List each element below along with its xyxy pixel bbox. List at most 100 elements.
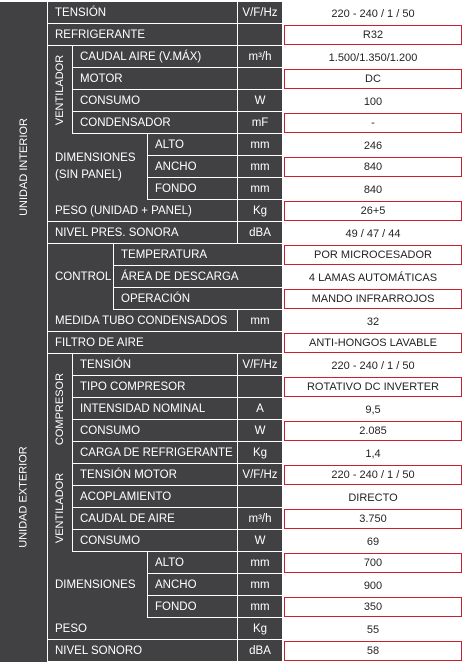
row-value: 100 xyxy=(284,91,462,111)
row-value-text: 220 - 240 / 1 / 50 xyxy=(331,7,415,20)
row-label: CONDENSADOR xyxy=(73,112,237,133)
row-value: 220 - 240 / 1 / 50 xyxy=(284,3,462,23)
row-label-text: INTENSIDAD NOMINAL xyxy=(80,402,206,415)
row-label: CAUDAL AIRE (V.MÁX) xyxy=(73,46,237,67)
row-unit-text: Kg xyxy=(252,622,268,635)
group-interior: UNIDAD INTERIOR xyxy=(0,2,47,332)
row-value: DC xyxy=(284,69,462,89)
row-label-text: ANCHO xyxy=(155,578,197,591)
row-label: INTENSIDAD NOMINAL xyxy=(73,398,237,419)
row-value: 2.085 xyxy=(284,421,462,441)
group-dimensiones-interior: DIMENSIONES (SIN PANEL) xyxy=(48,134,147,200)
row-value-text: 700 xyxy=(363,557,383,569)
row-label-text: REFRIGERANTE xyxy=(55,28,146,41)
row-unit-text: mF xyxy=(251,116,269,129)
row-value-text: 9,5 xyxy=(365,403,381,416)
row-unit: m³/h xyxy=(238,46,282,67)
row-value-text: 49 / 47 / 44 xyxy=(345,227,401,240)
row-value: 350 xyxy=(284,597,462,617)
row-value: 58 xyxy=(284,641,462,661)
row-label-text: PESO (UNIDAD + PANEL) xyxy=(55,204,192,217)
row-value: ROTATIVO DC INVERTER xyxy=(284,377,462,397)
row-value-text: DIRECTO xyxy=(348,491,398,504)
row-value-text: 220 - 240 / 1 / 50 xyxy=(331,359,415,372)
row-value-text: DC xyxy=(365,73,381,85)
row-unit: mm xyxy=(238,156,282,177)
row-value: 55 xyxy=(284,619,462,639)
row-label-text: MEDIDA TUBO CONDENSADOS xyxy=(55,314,228,327)
row-unit xyxy=(238,486,282,507)
row-value: DIRECTO xyxy=(284,487,462,507)
row-label: CONSUMO xyxy=(73,90,237,111)
row-value: 840 xyxy=(284,179,462,199)
row-value: MANDO INFRARROJOS xyxy=(284,289,462,309)
row-value-text: POR MICROCESADOR xyxy=(314,249,432,261)
row-value-text: 69 xyxy=(366,535,380,548)
row-value-text: ROTATIVO DC INVERTER xyxy=(306,381,439,393)
row-label-text: PESO xyxy=(55,622,87,635)
row-unit xyxy=(238,376,282,397)
row-label: TIPO COMPRESOR xyxy=(73,376,237,397)
row-label-text: TEMPERATURA xyxy=(121,248,208,261)
row-value: 220 - 240 / 1 / 50 xyxy=(284,355,462,375)
row-value: 1.500/1.350/1.200 xyxy=(284,47,462,67)
row-label-text: TENSIÓN MOTOR xyxy=(80,468,177,481)
row-label: TEMPERATURA xyxy=(114,244,282,265)
row-unit-text: V/F/Hz xyxy=(242,6,278,19)
group-compresor: COMPRESOR xyxy=(48,354,72,464)
row-value: 840 xyxy=(284,157,462,177)
row-label-text: CAUDAL AIRE (V.MÁX) xyxy=(80,50,202,63)
row-value: 32 xyxy=(284,311,462,331)
row-value-text: 32 xyxy=(366,315,380,328)
row-value-text: 3.750 xyxy=(359,513,387,525)
row-label-text: MOTOR xyxy=(80,72,123,85)
row-unit: dBA xyxy=(238,222,282,243)
row-value-text: 100 xyxy=(363,95,383,108)
group-ventilador-interior: VENTILADOR xyxy=(48,46,72,134)
row-value-text: 1,4 xyxy=(365,447,381,460)
row-value: 69 xyxy=(284,531,462,551)
row-unit: V/F/Hz xyxy=(238,354,282,375)
row-value-text: 2.085 xyxy=(359,425,387,437)
row-value-text: R32 xyxy=(362,29,384,41)
row-unit: mm xyxy=(238,596,282,617)
row-label: TENSIÓN xyxy=(73,354,237,375)
row-label-text: ALTO xyxy=(155,138,184,151)
row-value-text: 900 xyxy=(363,579,383,592)
row-label-text: ANCHO xyxy=(155,160,197,173)
row-unit: mm xyxy=(238,552,282,573)
row-label-text: CAUDAL DE AIRE xyxy=(80,512,175,525)
row-value-text: 55 xyxy=(366,623,380,636)
group-exterior-text: UNIDAD EXTERIOR xyxy=(17,446,30,548)
row-unit-text: W xyxy=(254,94,266,107)
row-unit-text: dBA xyxy=(249,226,271,239)
row-unit-text: Kg xyxy=(252,446,268,459)
row-label: TENSIÓN xyxy=(48,2,237,23)
row-value-text: - xyxy=(371,117,375,129)
row-label-text: CONDENSADOR xyxy=(80,116,171,129)
row-label: CARGA DE REFRIGERANTE xyxy=(73,442,237,463)
row-value: POR MICROCESADOR xyxy=(284,245,462,265)
row-unit-text: dBA xyxy=(249,644,271,657)
row-value: - xyxy=(284,113,462,133)
row-value-text: 220 - 240 / 1 / 50 xyxy=(331,469,415,481)
row-unit-text: A xyxy=(256,402,264,415)
row-label-text: NIVEL PRES. SONORA xyxy=(55,226,179,239)
row-label: FONDO xyxy=(148,178,237,199)
row-value-text: 4 LAMAS AUTOMÁTICAS xyxy=(308,271,438,284)
row-value: 700 xyxy=(284,553,462,573)
group-ventilador-exterior: VENTILADOR xyxy=(48,464,72,552)
row-value: 49 / 47 / 44 xyxy=(284,223,462,243)
row-label: TENSIÓN MOTOR xyxy=(73,464,237,485)
row-label: ACOPLAMIENTO xyxy=(73,486,237,507)
row-label-text: ALTO xyxy=(155,556,184,569)
row-unit: Kg xyxy=(238,442,282,463)
group-ventilador-exterior-text: VENTILADOR xyxy=(54,472,67,544)
row-unit: mm xyxy=(238,310,282,331)
row-unit: mm xyxy=(238,574,282,595)
row-unit-text: mm xyxy=(250,556,270,569)
row-label: PESO (UNIDAD + PANEL) xyxy=(48,200,237,221)
row-unit: V/F/Hz xyxy=(238,464,282,485)
row-unit xyxy=(238,24,282,45)
